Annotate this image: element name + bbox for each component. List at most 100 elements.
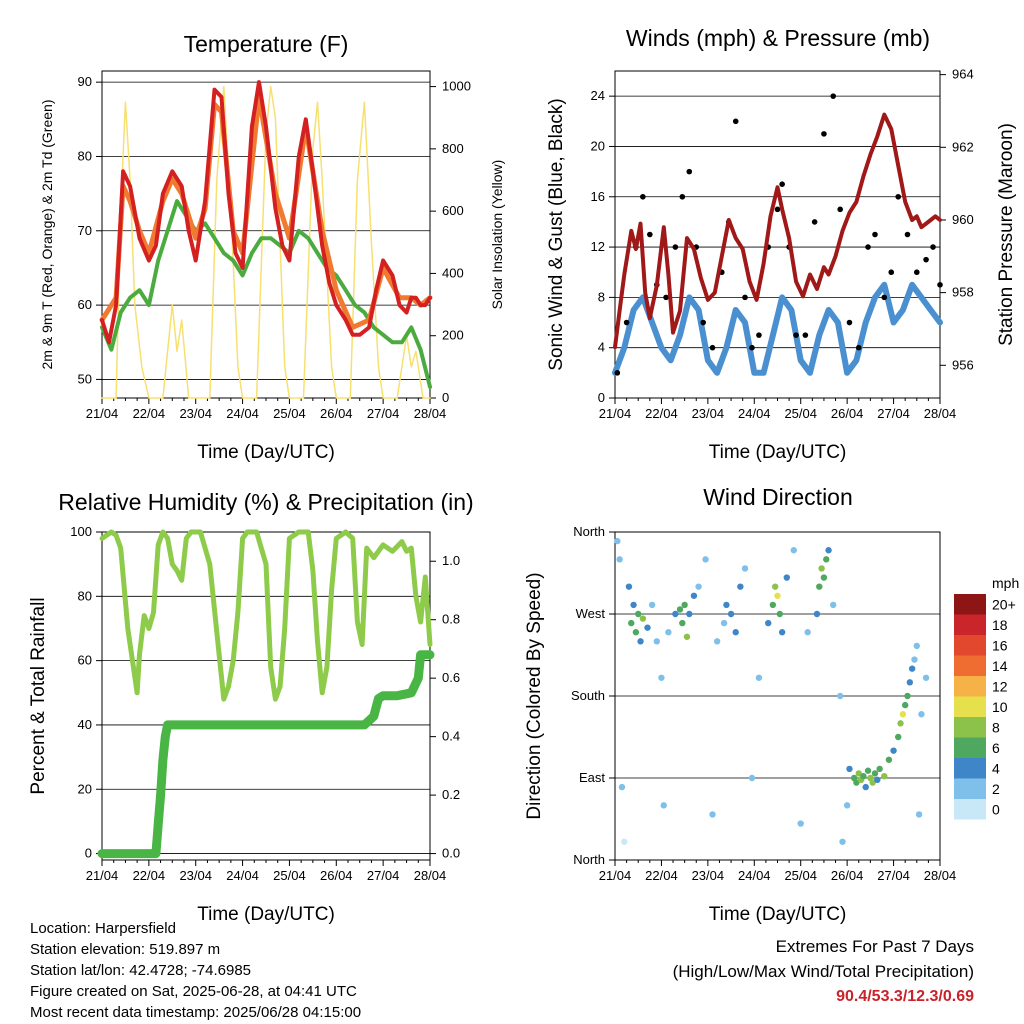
direction-point: [771, 583, 779, 590]
y-tick-label: 80: [78, 588, 92, 603]
y-tick-label: 16: [591, 189, 605, 204]
direction-point: [797, 820, 804, 827]
x-tick-label: 23/04: [179, 406, 212, 421]
y-tick-label: 50: [78, 371, 92, 386]
colorbar-label: 6: [992, 740, 1000, 756]
x-tick-label: 24/04: [226, 406, 259, 421]
colorbar-swatch: [954, 594, 986, 615]
direction-point: [727, 610, 735, 618]
wind-series-band: [612, 281, 943, 376]
x-tick-label: 26/04: [320, 406, 353, 421]
x-tick-label: 25/04: [784, 406, 817, 421]
direction-point: [906, 679, 914, 686]
colorbar-title: mph: [992, 575, 1019, 591]
direction-point: [778, 629, 786, 636]
extremes-box: Extremes For Past 7 Days (High/Low/Max W…: [673, 934, 974, 1009]
gust-point: [802, 332, 809, 338]
y2-tick-label: 962: [952, 139, 974, 154]
direction-point: [713, 638, 721, 645]
y2-tick-label: 0.2: [442, 787, 460, 802]
x-tick-label: 28/04: [924, 868, 957, 883]
direction-point: [901, 701, 909, 709]
station-elevation: Station elevation: 519.897 m: [30, 941, 221, 958]
direction-point: [625, 583, 633, 590]
x-tick-label: 25/04: [273, 406, 306, 421]
gust-point: [830, 93, 837, 99]
y2-tick-label: 1.0: [442, 553, 460, 568]
direction-point: [732, 629, 739, 636]
y-tick-label: 60: [78, 297, 92, 312]
direction-point: [862, 783, 869, 791]
direction-point: [628, 619, 635, 627]
direction-point: [755, 674, 763, 681]
direction-point: [890, 747, 897, 754]
direction-point: [614, 537, 621, 545]
gust-point: [647, 231, 653, 238]
direction-point: [897, 720, 904, 727]
direction-point: [830, 601, 837, 609]
direction-point: [635, 610, 642, 618]
y-tick-label: West: [576, 606, 606, 621]
x-tick-label: 22/04: [133, 868, 166, 883]
direction-point: [686, 610, 693, 618]
direction-point: [818, 565, 825, 572]
y-tick-label: 100: [70, 524, 92, 539]
x-tick-label: 26/04: [831, 406, 864, 421]
colorbar-swatch: [954, 717, 986, 738]
direction-point: [813, 610, 821, 618]
x-tick-label: 28/04: [414, 868, 447, 883]
direction-point: [913, 642, 920, 650]
direction-point: [644, 624, 651, 631]
recent-timestamp: Most recent data timestamp: 2025/06/28 0…: [30, 1004, 362, 1021]
gust-point: [686, 168, 693, 175]
y-tick-label: 8: [598, 289, 605, 304]
extremes-title: Extremes For Past 7 Days: [775, 937, 974, 956]
direction-point: [825, 547, 832, 554]
gust-point: [865, 244, 871, 250]
x-tick-label: 21/04: [599, 406, 632, 421]
x-tick-label: 22/04: [645, 868, 678, 883]
x-tick-label: 27/04: [877, 406, 910, 421]
gust-point: [779, 181, 785, 187]
gust-point: [811, 219, 818, 225]
y-axis-label: 2m & 9m T (Red, Orange) & 2m Td (Green): [39, 100, 55, 370]
direction-point: [885, 756, 893, 763]
direction-point: [853, 779, 860, 786]
x-axis-label: Time (Day/UTC): [709, 904, 847, 925]
y2-tick-label: 0.6: [442, 670, 460, 685]
x-tick-label: 28/04: [924, 406, 957, 421]
gust-point: [821, 131, 827, 137]
direction-point: [695, 583, 702, 590]
figure-created: Figure created on Sat, 2025-06-28, at 04…: [30, 983, 357, 1000]
extremes-values: 90.4/53.3/12.3/0.69: [836, 988, 974, 1005]
direction-point: [823, 556, 830, 563]
gust-point: [623, 319, 630, 326]
rh-series-line: [99, 529, 433, 702]
y2-tick-label: 400: [442, 265, 464, 280]
gust-point: [888, 269, 895, 276]
y2-tick-label: 0.4: [442, 729, 460, 744]
colorbar-swatch: [954, 778, 986, 799]
gust-point: [756, 332, 762, 338]
y2-tick-label: 964: [952, 67, 974, 82]
direction-point: [679, 619, 686, 627]
direction-point: [860, 772, 867, 780]
x-tick-label: 27/04: [367, 868, 400, 883]
x-tick-label: 27/04: [367, 406, 400, 421]
direction-point: [846, 765, 853, 773]
direction-point: [908, 665, 916, 672]
direction-point: [871, 770, 879, 777]
gust-point: [742, 294, 748, 301]
x-axis-label: Time (Day/UTC): [709, 442, 847, 463]
x-tick-label: 21/04: [599, 868, 632, 883]
y-tick-label: 0: [85, 846, 92, 861]
y2-tick-label: 200: [442, 328, 464, 343]
extremes-subtitle: (High/Low/Max Wind/Total Precipitation): [672, 962, 974, 981]
direction-point: [874, 776, 881, 784]
y-tick-label: South: [571, 688, 605, 703]
x-tick-label: 24/04: [226, 868, 259, 883]
direction-point: [665, 629, 672, 636]
direction-point: [653, 638, 660, 645]
gust-point: [872, 231, 878, 238]
y-tick-label: 0: [598, 390, 605, 405]
